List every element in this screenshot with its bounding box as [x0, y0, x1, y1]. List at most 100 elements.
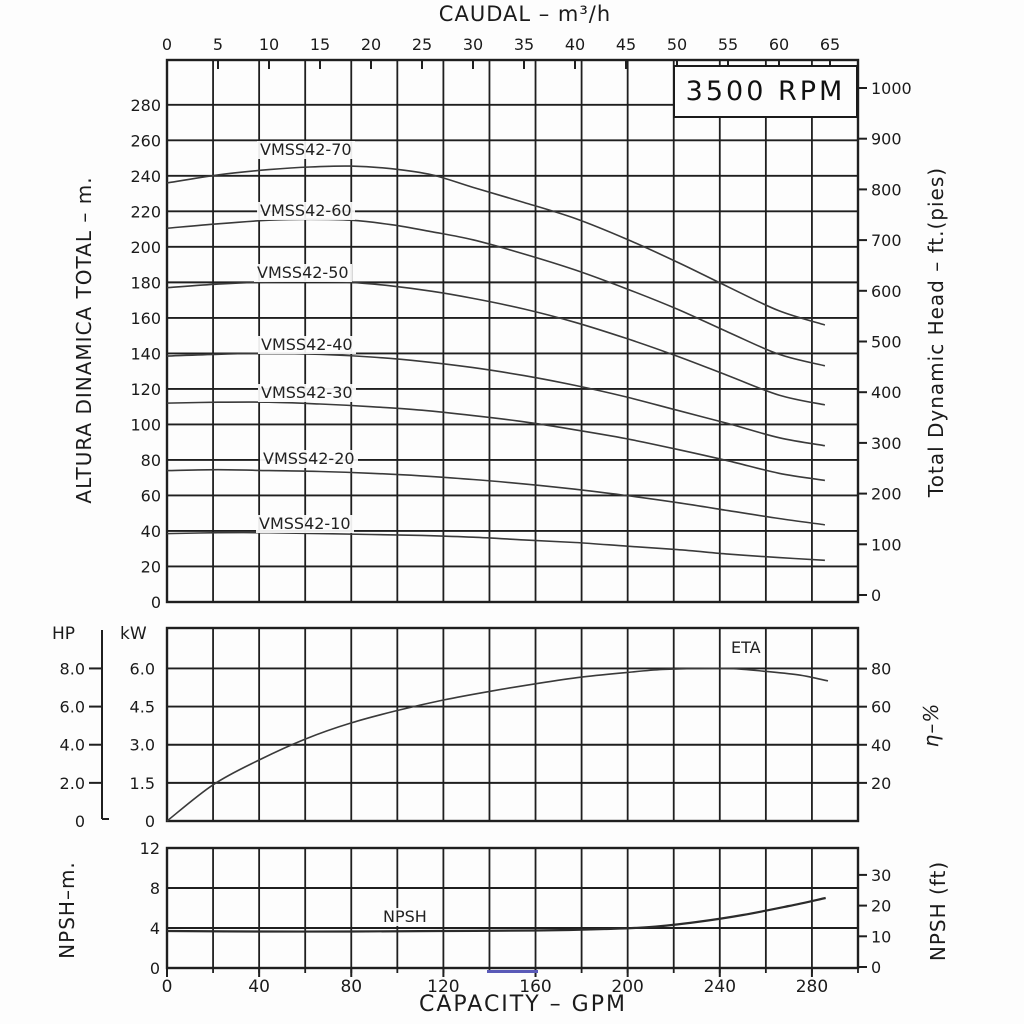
curve-label-vmss42-60: VMSS42-60	[257, 202, 355, 220]
npsh-ft-tick-label: 30	[871, 866, 891, 885]
eta-tick-label: 80	[871, 660, 891, 679]
hp-tick-label: 8.0	[60, 659, 85, 678]
hp-tick-label: 4.0	[60, 736, 85, 755]
hp-tick-label: 0	[75, 812, 85, 831]
curve-label-vmss42-50: VMSS42-50	[254, 264, 352, 282]
gpm-tick-label: 280	[796, 977, 828, 997]
top-tick-label: 10	[259, 35, 279, 54]
curve-label-vmss42-10: VMSS42-10	[256, 515, 354, 533]
left-tick-label: 260	[130, 131, 161, 150]
left-tick-label: 40	[141, 522, 161, 541]
curve-label-vmss42-70: VMSS42-70	[257, 141, 355, 159]
left-tick-label: 0	[151, 593, 161, 612]
hp-tick-label: 6.0	[60, 698, 85, 717]
curve-label-npsh: NPSH	[380, 908, 430, 926]
kw-axis-header: kW	[120, 624, 147, 644]
eta-tick-label: 60	[871, 698, 891, 717]
right-tick-label: 1000	[871, 79, 912, 98]
left-tick-label: 240	[130, 167, 161, 186]
right-axis-title-npsh-ft: NPSH (ft)	[926, 860, 950, 962]
left-tick-label: 220	[130, 202, 161, 221]
npsh-m-tick-label: 0	[150, 959, 160, 978]
right-tick-label: 900	[871, 130, 902, 149]
curve-label-eta: ETA	[728, 639, 764, 657]
top-tick-label: 5	[213, 35, 223, 54]
curve-eta	[166, 667, 829, 822]
top-tick-label: 25	[412, 35, 432, 54]
top-tick-label: 45	[616, 35, 636, 54]
curve-npsh	[166, 896, 826, 933]
top-tick-label: 50	[667, 35, 687, 54]
curve-label-vmss42-30: VMSS42-30	[258, 384, 356, 402]
power-panel-border	[165, 626, 860, 823]
hp-axis-header: HP	[52, 624, 76, 644]
kw-tick-label: 6.0	[130, 659, 155, 678]
right-tick-label: 800	[871, 180, 902, 199]
hp-tick-label: 2.0	[60, 774, 85, 793]
left-tick-label: 280	[130, 96, 161, 115]
top-tick-label: 65	[820, 35, 840, 54]
left-tick-label: 80	[141, 451, 161, 470]
kw-tick-label: 1.5	[130, 774, 155, 793]
npsh-ft-tick-label: 20	[871, 897, 891, 916]
gpm-tick-label: 80	[340, 977, 362, 997]
rpm-label: 3500 RPM	[685, 76, 846, 107]
npsh-panel-border	[165, 846, 860, 970]
right-tick-label: 600	[871, 282, 902, 301]
left-axis-title-npsh-m: NPSH–m.	[55, 861, 79, 959]
right-tick-label: 500	[871, 333, 902, 352]
gpm-tick-label: 240	[704, 977, 736, 997]
npsh-ft-tick-label: 10	[871, 927, 891, 946]
rpm-badge: 3500 RPM	[673, 65, 858, 118]
left-tick-label: 120	[130, 380, 161, 399]
left-tick-label: 100	[130, 415, 161, 434]
right-tick-label: 0	[871, 586, 881, 605]
gpm-tick-label: 40	[248, 977, 270, 997]
left-tick-label: 20	[141, 557, 161, 576]
left-tick-label: 60	[141, 486, 161, 505]
right-axis-title-eta: η–%	[919, 702, 943, 748]
top-tick-label: 55	[718, 35, 738, 54]
top-tick-label: 30	[463, 35, 483, 54]
curve-vmss42-20	[166, 468, 826, 526]
top-tick-label: 20	[361, 35, 381, 54]
right-tick-label: 300	[871, 434, 902, 453]
left-tick-label: 160	[130, 309, 161, 328]
curve-vmss42-70	[166, 165, 826, 326]
left-tick-label: 180	[130, 273, 161, 292]
gpm-tick-label: 200	[611, 977, 643, 997]
top-tick-label: 15	[310, 35, 330, 54]
blue-underline-mark	[487, 970, 538, 973]
right-tick-label: 700	[871, 231, 902, 250]
curve-vmss42-30	[166, 401, 826, 482]
curve-label-vmss42-20: VMSS42-20	[260, 450, 358, 468]
curve-vmss42-10	[166, 531, 825, 562]
top-tick-label: 35	[514, 35, 534, 54]
eta-tick-label: 20	[871, 774, 891, 793]
top-axis-title: CAUDAL – m³/h	[438, 2, 612, 26]
top-tick-label: 60	[769, 35, 789, 54]
kw-tick-label: 0	[145, 812, 155, 831]
left-tick-label: 200	[130, 238, 161, 257]
bottom-axis-title: CAPACITY – GPM	[419, 992, 627, 1017]
top-tick-label: 0	[162, 35, 172, 54]
npsh-m-tick-label: 8	[150, 879, 160, 898]
eta-tick-label: 40	[871, 736, 891, 755]
npsh-m-tick-label: 4	[150, 919, 160, 938]
gpm-tick-label: 120	[427, 977, 459, 997]
right-tick-label: 400	[871, 383, 902, 402]
head-panel-border	[165, 58, 860, 604]
right-tick-label: 100	[871, 535, 902, 554]
gpm-tick-label: 0	[162, 977, 173, 997]
kw-tick-label: 3.0	[130, 736, 155, 755]
gpm-tick-label: 160	[519, 977, 551, 997]
top-tick-label: 40	[565, 35, 585, 54]
left-axis-title-altura: ALTURA DINAMICA TOTAL – m.	[72, 176, 96, 504]
right-axis-title-tdh: Total Dynamic Head – ft.(pies)	[924, 166, 948, 498]
curve-label-vmss42-40: VMSS42-40	[258, 336, 356, 354]
right-tick-label: 200	[871, 485, 902, 504]
left-tick-label: 140	[130, 344, 161, 363]
npsh-m-tick-label: 12	[140, 839, 160, 858]
